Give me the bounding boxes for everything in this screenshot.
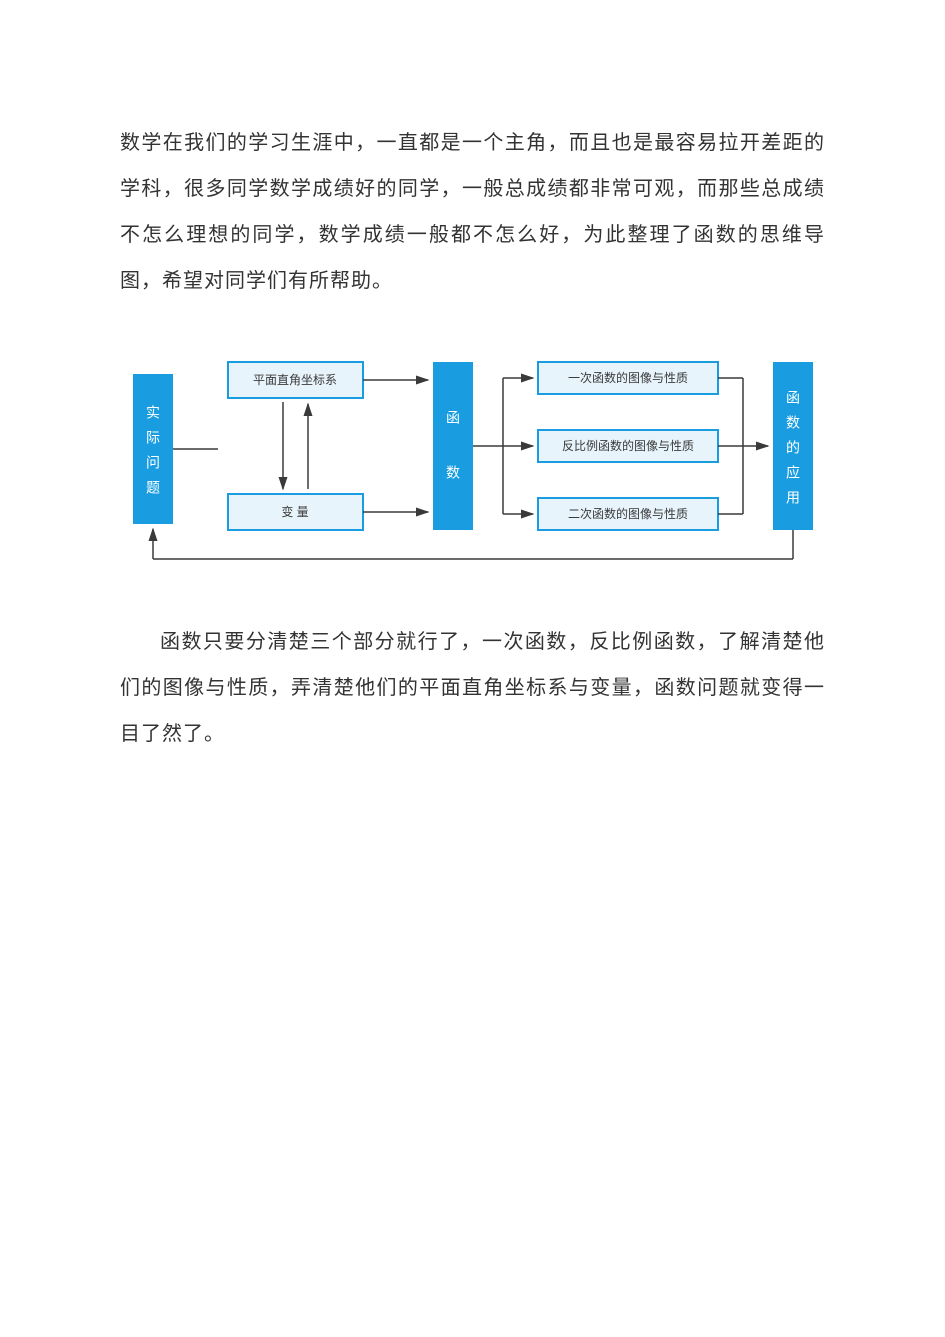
node-application-char3: 的 [786,440,800,456]
node-application-char2: 数 [786,415,800,431]
node-real-problem-char2: 际 [146,430,160,446]
node-function-char2: 数 [446,465,460,481]
conclusion-paragraph: 函数只要分清楚三个部分就行了，一次函数，反比例函数，了解清楚他们的图像与性质，弄… [120,619,825,757]
node-application-char4: 应 [786,465,800,481]
node-coordinate-system-label: 平面直角坐标系 [252,373,336,387]
node-real-problem [133,374,173,524]
node-application-char1: 函 [786,390,800,406]
node-quadratic-function-label: 二次函数的图像与性质 [567,506,687,521]
node-real-problem-char1: 实 [146,405,160,421]
node-real-problem-char4: 题 [146,480,160,496]
node-linear-function-label: 一次函数的图像与性质 [567,370,687,385]
intro-paragraph: 数学在我们的学习生涯中，一直都是一个主角，而且也是最容易拉开差距的学科，很多同学… [120,120,825,304]
node-application-char5: 用 [786,490,800,506]
node-variable-label: 变 量 [281,504,308,519]
node-real-problem-char3: 问 [146,455,160,471]
node-function-char1: 函 [446,410,460,426]
flowchart-container: 实 际 问 题 平面直角坐标系 变 量 函 数 一次函数的图像与性质 反比例函数… [123,334,823,584]
node-inverse-function-label: 反比例函数的图像与性质 [561,438,693,453]
node-function [433,362,473,530]
flowchart-svg: 实 际 问 题 平面直角坐标系 变 量 函 数 一次函数的图像与性质 反比例函数… [123,334,823,584]
